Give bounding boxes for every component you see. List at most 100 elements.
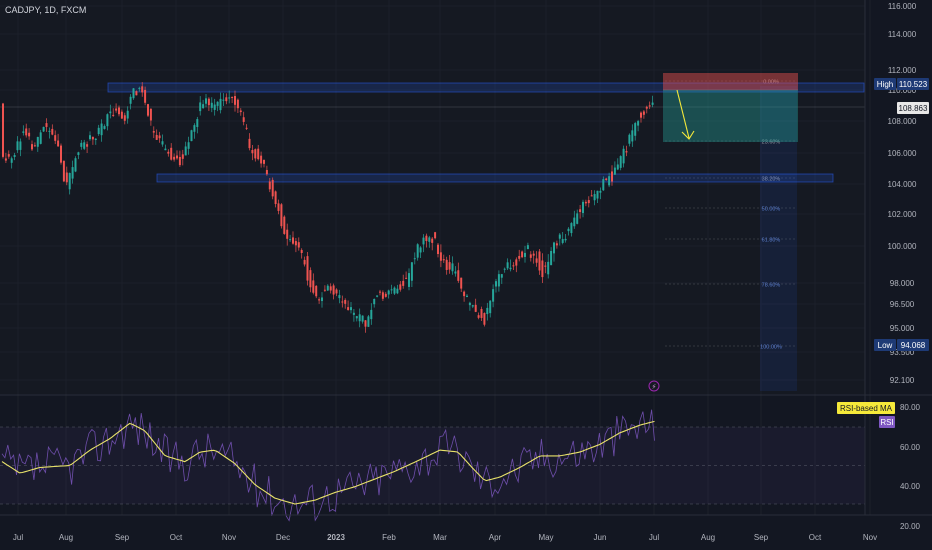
candle-body: [616, 164, 619, 170]
candle-body: [248, 138, 251, 149]
candle-body: [149, 108, 152, 121]
price-tick-label: 93.500: [890, 348, 915, 357]
rsi-legend-bg: [879, 416, 895, 428]
candle-body: [521, 251, 524, 258]
candle-body: [271, 179, 274, 197]
fib-level-label: 61.80%: [762, 238, 781, 244]
candle-body: [236, 99, 239, 109]
candle-body: [315, 285, 318, 297]
rsi-ma-legend: RSI-based MA: [840, 404, 893, 413]
candle-body: [347, 307, 350, 310]
fib-level-label: 0.00%: [763, 80, 779, 86]
candles: [2, 82, 654, 333]
candle-body: [265, 170, 268, 175]
candle-body: [219, 98, 222, 111]
short-position[interactable]: ⚡: [648, 73, 798, 392]
candle-body: [326, 285, 329, 291]
candle-body: [550, 250, 553, 266]
candle-body: [373, 298, 376, 305]
candle-body: [437, 244, 439, 255]
candle-body: [268, 181, 271, 190]
candle-body: [306, 256, 309, 281]
fib-retracement[interactable]: 0.00% 23.60% 38.20% 50.00% 61.80% 78.60% 100.0…: [665, 80, 797, 392]
candle-body: [286, 229, 289, 239]
candle-body: [141, 86, 144, 93]
candle-body: [547, 261, 550, 275]
candle-body: [115, 108, 118, 111]
candle-body: [19, 141, 22, 150]
candle-body: [297, 242, 300, 248]
candle-body: [199, 102, 202, 112]
time-tick-label: Oct: [170, 533, 183, 542]
time-tick-label: Apr: [489, 533, 502, 542]
candle-body: [312, 280, 315, 293]
candle-body: [126, 110, 129, 119]
candle-body: [495, 281, 497, 287]
candle-body: [36, 136, 39, 147]
candle-body: [123, 115, 126, 121]
candle-body: [164, 148, 167, 151]
candle-body: [205, 98, 207, 104]
candle-body: [367, 316, 370, 327]
price-tick-label: 104.000: [888, 180, 917, 189]
candle-body: [94, 138, 97, 140]
candle-body: [541, 260, 544, 278]
candle-body: [54, 135, 57, 141]
candle-body: [419, 247, 422, 253]
candle-body: [22, 131, 25, 133]
candle-body: [178, 156, 181, 166]
candle-body: [45, 123, 48, 127]
candle-body: [16, 141, 19, 151]
candle-body: [303, 259, 306, 265]
candle-body: [460, 277, 463, 289]
price-tick-label: 98.000: [890, 279, 915, 288]
candle-body: [309, 270, 312, 288]
arrow-head: [681, 130, 695, 140]
candle-body: [300, 249, 303, 254]
candle-body: [292, 237, 294, 244]
candle-body: [83, 142, 86, 149]
candle-body: [338, 295, 341, 299]
zones[interactable]: [0, 82, 865, 183]
rsi-tick-label: 80.00: [900, 403, 921, 412]
price-tick-label: 106.000: [888, 149, 917, 158]
candle-body: [170, 147, 173, 160]
candle-body: [341, 301, 344, 303]
time-tick-label: Jun: [594, 533, 607, 542]
candle-body: [486, 307, 489, 315]
current-price-tag: 108.863: [899, 104, 928, 113]
candle-body: [48, 130, 51, 132]
candle-body: [332, 285, 335, 295]
candle-body: [33, 145, 36, 147]
candle-body: [637, 121, 640, 126]
candle-body: [434, 232, 437, 239]
candle-body: [31, 144, 33, 150]
candle-body: [274, 191, 277, 205]
candle-body: [535, 258, 538, 263]
candle-body: [489, 300, 492, 314]
candle-body: [13, 155, 16, 158]
candle-body: [173, 156, 176, 160]
candle-body: [619, 156, 622, 168]
candle-body: [289, 239, 292, 241]
candle-body: [370, 309, 373, 320]
candle-body: [103, 126, 106, 129]
candle-body: [7, 154, 10, 157]
candle-body: [468, 302, 471, 306]
time-tick-label: Nov: [863, 533, 877, 542]
candle-body: [329, 286, 332, 291]
flash-icon: [648, 380, 660, 392]
candle-body: [2, 103, 4, 157]
candle-body: [112, 114, 115, 116]
candle-body: [25, 128, 28, 136]
candle-body: [390, 289, 393, 291]
candle-body: [532, 253, 535, 256]
time-tick-label: May: [538, 533, 553, 542]
rsi-ma-legend-bg: [837, 402, 895, 414]
candle-body: [91, 136, 94, 140]
time-tick-label: Feb: [382, 533, 396, 542]
candle-body: [512, 265, 515, 267]
low-value-tag-bg: [897, 339, 929, 351]
resistance-zone: [107, 82, 865, 93]
